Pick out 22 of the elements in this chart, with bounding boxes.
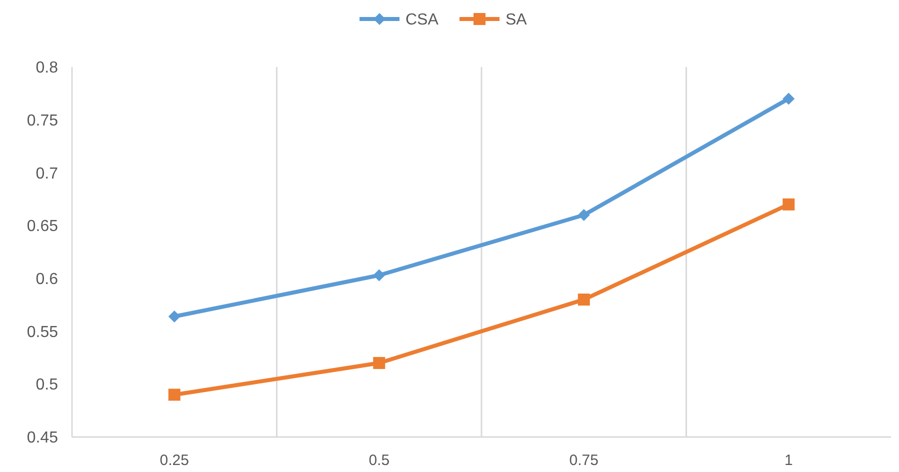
y-tick-label: 0.65 [26,218,58,236]
point [782,92,795,105]
point [168,310,180,322]
y-tick-label: 0.55 [26,324,58,341]
x-tick-label: 0.5 [368,452,390,469]
x-tick-label: 0.75 [569,452,598,469]
legend-label: SA [506,12,528,29]
point [373,357,386,369]
y-tick-label: 0.8 [36,60,58,77]
y-tick-label: 0.45 [26,430,58,447]
point [578,209,590,221]
legend-label: CSA [406,12,439,29]
x-tick-label: 0.25 [160,452,189,469]
point [578,294,590,306]
point [168,388,180,401]
y-tick-label: 0.7 [36,165,58,182]
y-tick-label: 0.75 [26,112,58,130]
y-tick-label: 0.5 [36,376,58,394]
point [782,198,795,210]
y-tick-label: 0.6 [36,271,58,288]
point [373,269,386,282]
x-tick-label: 1 [784,452,793,469]
